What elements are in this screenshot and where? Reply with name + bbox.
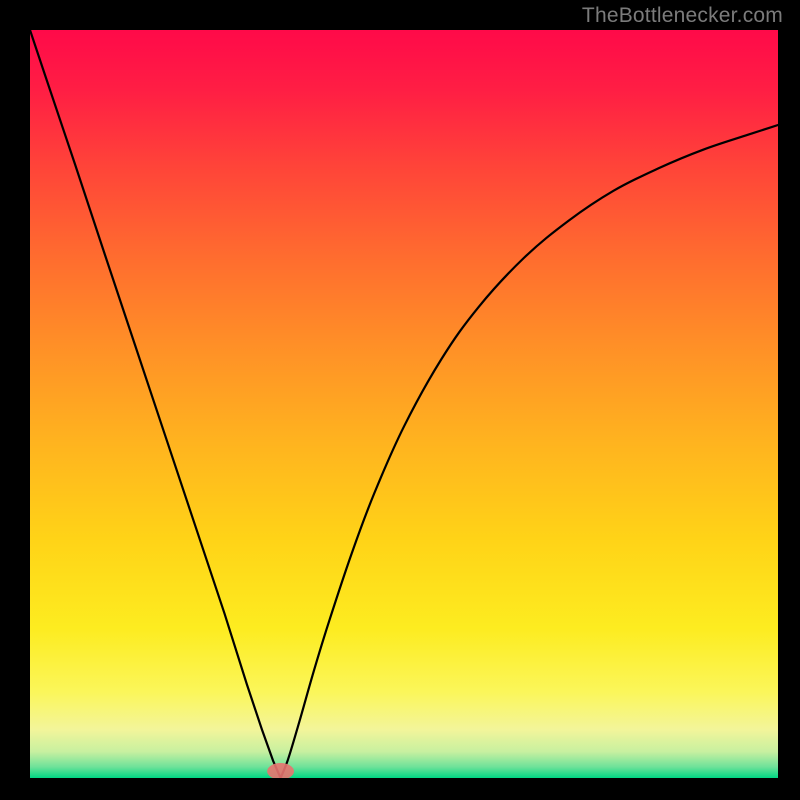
plot-area <box>30 30 778 778</box>
watermark-label: TheBottlenecker.com <box>582 4 783 28</box>
heat-gradient-background <box>30 30 778 778</box>
chart-stage: TheBottlenecker.com <box>0 0 800 800</box>
bottleneck-curve-chart <box>30 30 778 778</box>
